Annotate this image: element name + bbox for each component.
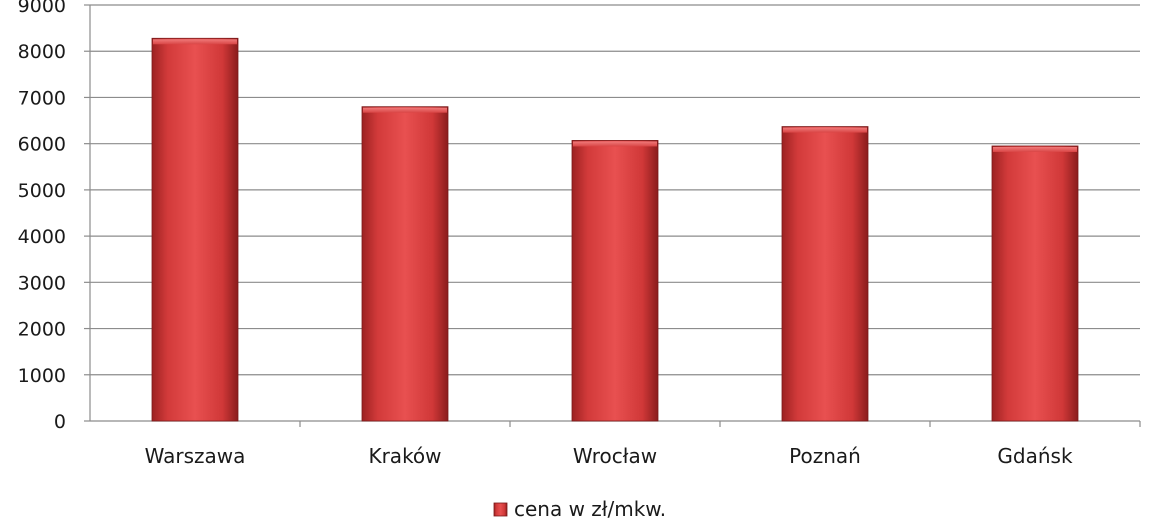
x-tick-label: Kraków — [368, 444, 441, 468]
x-tick-label: Poznań — [789, 444, 861, 468]
bar — [151, 37, 239, 422]
y-tick-label: 5000 — [18, 180, 66, 202]
y-tick-label: 6000 — [18, 134, 66, 156]
y-tick-label: 1000 — [18, 365, 66, 387]
bar-top-highlight — [153, 39, 237, 45]
bar-top-highlight — [993, 146, 1077, 152]
axis-labels: 0 1000 2000 3000 4000 5000 6000 7000 8000 9000 War… — [18, 0, 1073, 468]
y-tick-label: 4000 — [18, 226, 66, 248]
y-tick-label: 0 — [54, 411, 66, 433]
legend-swatch — [493, 502, 508, 517]
bar — [781, 126, 869, 422]
x-tick-label: Warszawa — [145, 444, 246, 468]
bar-top-highlight — [573, 141, 657, 147]
x-tick-label: Wrocław — [573, 444, 657, 468]
bar-top-highlight — [783, 127, 867, 133]
y-tick-label: 7000 — [18, 87, 66, 109]
bar — [991, 145, 1079, 422]
y-tick-label: 2000 — [18, 319, 66, 341]
y-tick-label: 9000 — [18, 0, 66, 17]
legend-label: cena w zł/mkw. — [514, 497, 666, 520]
legend: cena w zł/mkw. — [493, 497, 666, 520]
bars — [151, 37, 1079, 422]
bar — [571, 140, 659, 422]
x-tick-label: Gdańsk — [997, 444, 1073, 468]
y-tick-label: 8000 — [18, 41, 66, 63]
y-tick-label: 3000 — [18, 272, 66, 294]
bar-top-highlight — [363, 107, 447, 113]
bar — [361, 106, 449, 422]
